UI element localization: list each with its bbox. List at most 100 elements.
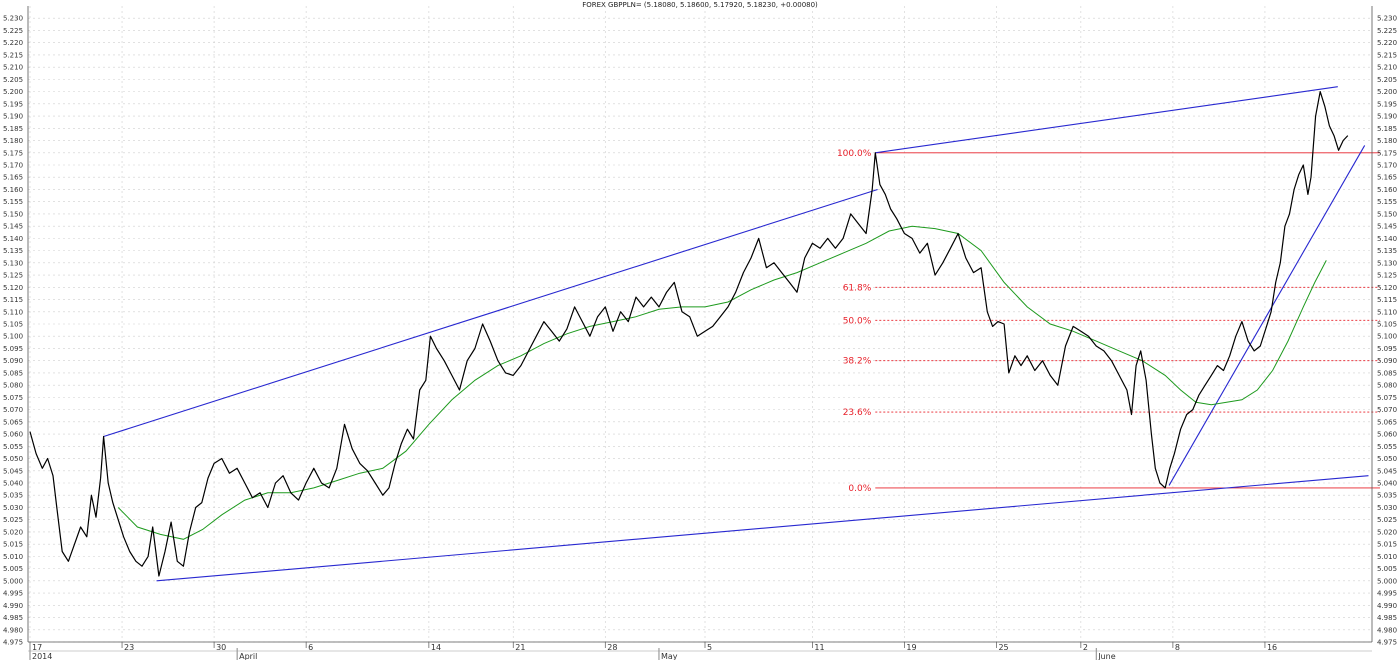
y-tick-label-left: 5.110 (3, 308, 23, 316)
y-tick-label-left: 5.100 (3, 333, 23, 341)
y-tick-label-right: 5.055 (1377, 443, 1397, 451)
y-tick-label-right: 4.990 (1377, 602, 1397, 610)
x-tick-label: 8 (1175, 643, 1180, 652)
y-tick-label-left: 4.975 (3, 639, 23, 647)
y-tick-label-right: 5.105 (1377, 321, 1397, 329)
y-tick-label-left: 5.185 (3, 125, 23, 133)
trendlines (103, 86, 1369, 582)
y-tick-label-left: 4.995 (3, 590, 23, 598)
y-tick-label-left: 5.210 (3, 64, 23, 72)
y-tick-label-right: 5.050 (1377, 455, 1397, 463)
y-tick-label-right: 5.180 (1377, 137, 1397, 145)
y-tick-label-right: 5.040 (1377, 480, 1397, 488)
y-tick-label-left: 5.125 (3, 272, 23, 280)
x-tick-label: 2 (1083, 643, 1088, 652)
y-tick-label-right: 5.220 (1377, 39, 1397, 47)
axes: 4.975 4.975 4.980 4.980 4.985 4.985 4.990 4.990… (3, 6, 1397, 660)
x-major-label: 2014 (32, 652, 52, 660)
y-tick-label-right: 5.195 (1377, 100, 1397, 108)
x-tick-label: 5 (707, 643, 712, 652)
y-tick-label-left: 5.215 (3, 51, 23, 59)
trendline (875, 86, 1338, 154)
x-tick-label: 28 (607, 643, 617, 652)
y-tick-label-left: 5.205 (3, 76, 23, 84)
y-tick-label-left: 5.145 (3, 223, 23, 231)
y-tick-label-right: 5.015 (1377, 541, 1397, 549)
y-tick-label-left: 5.170 (3, 162, 23, 170)
chart-title: FOREX GBPPLN= (5.18080, 5.18600, 5.17920… (582, 1, 818, 9)
y-tick-label-left: 5.025 (3, 516, 23, 524)
y-tick-label-right: 5.145 (1377, 223, 1397, 231)
y-tick-label-right: 5.110 (1377, 308, 1397, 316)
y-tick-label-right: 5.185 (1377, 125, 1397, 133)
y-tick-label-right: 5.130 (1377, 259, 1397, 267)
y-tick-label-left: 5.140 (3, 235, 23, 243)
trendline (1168, 145, 1366, 486)
trendline (103, 188, 878, 438)
y-tick-label-left: 4.980 (3, 626, 23, 634)
y-tick-label-left: 5.135 (3, 247, 23, 255)
y-tick-label-left: 5.190 (3, 113, 23, 121)
x-major-label: June (1097, 652, 1116, 660)
y-tick-label-right: 5.155 (1377, 198, 1397, 206)
y-tick-label-left: 5.165 (3, 174, 23, 182)
y-tick-label-left: 5.105 (3, 321, 23, 329)
price-line (29, 90, 1349, 577)
x-tick-label: 21 (515, 643, 525, 652)
y-tick-label-left: 5.175 (3, 149, 23, 157)
y-tick-label-right: 5.070 (1377, 406, 1397, 414)
fibonacci-retracement: 100.0% 61.8% 50.0% 38.2% 23.6% 0.0% (837, 149, 1380, 494)
y-tick-label-right: 5.215 (1377, 51, 1397, 59)
y-tick-label-right: 5.200 (1377, 88, 1397, 96)
fib-level-label: 0.0% (848, 484, 871, 494)
x-tick-label: 17 (32, 643, 42, 652)
y-tick-label-left: 5.070 (3, 406, 23, 414)
y-tick-label-left: 5.060 (3, 431, 23, 439)
y-tick-label-right: 4.995 (1377, 590, 1397, 598)
y-tick-label-right: 4.985 (1377, 614, 1397, 622)
y-tick-label-right: 5.225 (1377, 27, 1397, 35)
y-tick-label-left: 5.160 (3, 186, 23, 194)
y-tick-label-left: 5.035 (3, 492, 23, 500)
y-tick-label-left: 5.225 (3, 27, 23, 35)
y-tick-label-right: 5.190 (1377, 113, 1397, 121)
y-tick-label-right: 5.080 (1377, 382, 1397, 390)
y-tick-label-right: 5.020 (1377, 528, 1397, 536)
y-tick-label-right: 5.175 (1377, 149, 1397, 157)
y-tick-label-left: 5.095 (3, 345, 23, 353)
y-tick-label-left: 5.045 (3, 467, 23, 475)
y-tick-label-left: 5.130 (3, 259, 23, 267)
y-tick-label-left: 5.010 (3, 553, 23, 561)
y-tick-label-left: 5.005 (3, 565, 23, 573)
y-tick-label-left: 5.115 (3, 296, 23, 304)
y-tick-label-left: 5.090 (3, 357, 23, 365)
fib-level-label: 38.2% (843, 357, 872, 367)
fib-level-label: 23.6% (843, 408, 872, 418)
price-layer (29, 90, 1349, 577)
y-tick-label-right: 5.045 (1377, 467, 1397, 475)
y-tick-label-left: 4.990 (3, 602, 23, 610)
x-tick-label: 6 (308, 643, 313, 652)
x-tick-label: 16 (1267, 643, 1277, 652)
y-tick-label-left: 5.080 (3, 382, 23, 390)
fib-level-label: 61.8% (843, 283, 872, 293)
y-tick-label-right: 5.000 (1377, 577, 1397, 585)
x-tick-label: 23 (124, 643, 134, 652)
y-tick-label-left: 5.055 (3, 443, 23, 451)
y-tick-label-right: 5.230 (1377, 15, 1397, 23)
y-tick-label-right: 5.120 (1377, 284, 1397, 292)
y-tick-label-right: 5.095 (1377, 345, 1397, 353)
x-tick-label: 30 (216, 643, 226, 652)
y-tick-label-left: 5.075 (3, 394, 23, 402)
y-tick-label-left: 5.015 (3, 541, 23, 549)
y-tick-label-right: 4.980 (1377, 626, 1397, 634)
x-major-label: April (239, 652, 257, 660)
trendline (156, 475, 1369, 582)
y-tick-label-left: 5.200 (3, 88, 23, 96)
fib-level-label: 100.0% (837, 149, 872, 159)
x-tick-label: 14 (431, 643, 441, 652)
moving-average-line (117, 225, 1327, 540)
x-tick-label: 11 (814, 643, 824, 652)
